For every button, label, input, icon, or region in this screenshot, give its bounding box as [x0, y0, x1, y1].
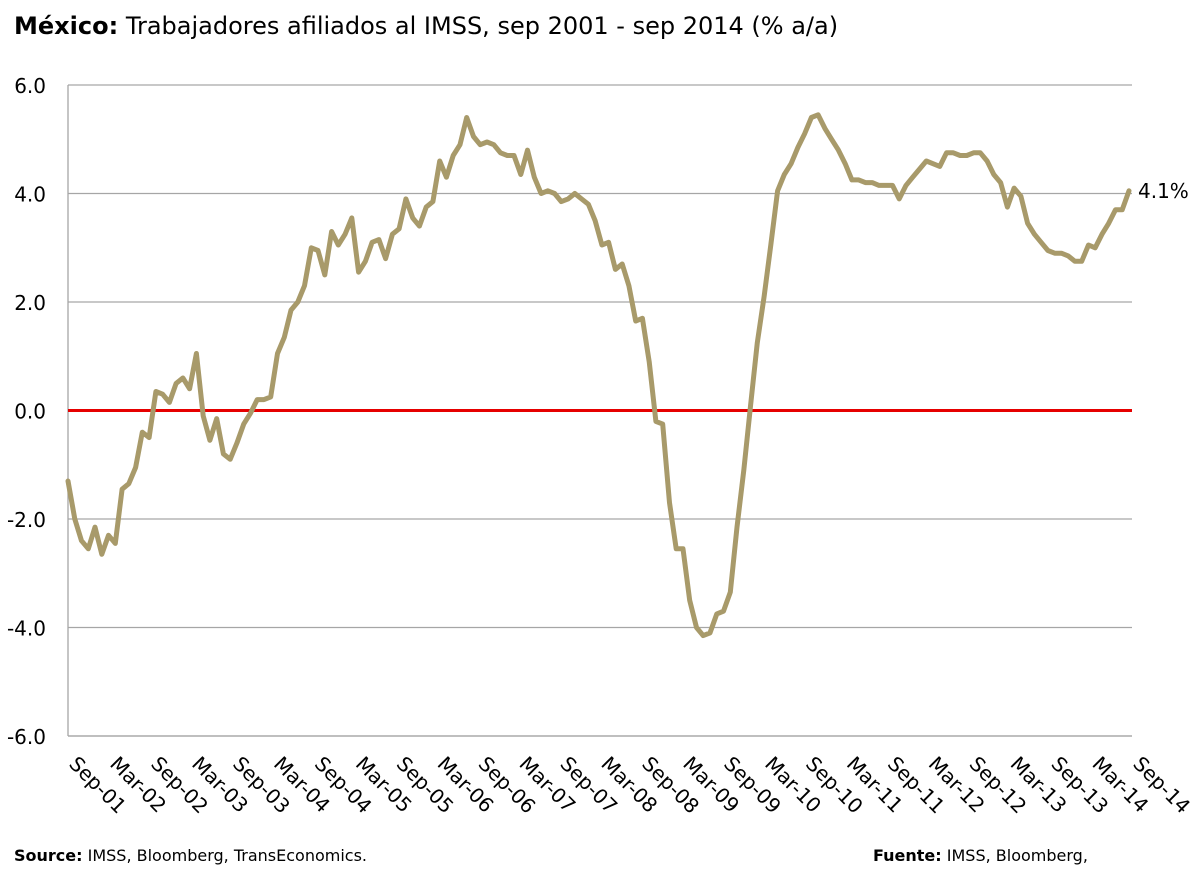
y-tick-label: -6.0	[7, 725, 46, 749]
source-label: Source:	[14, 846, 83, 865]
y-tick-label: -4.0	[7, 617, 46, 641]
source-text: IMSS, Bloomberg, TransEconomics.	[87, 846, 367, 865]
y-tick-label: 6.0	[14, 74, 46, 98]
chart-title-bold: México:	[14, 12, 119, 40]
series-layer: 4.1%	[65, 112, 1189, 639]
series-line	[65, 112, 1132, 639]
end-value-label: 4.1%	[1138, 179, 1189, 203]
x-axis-ticks: Sep-01Mar-02Sep-02Mar-03Sep-03Mar-04Sep-…	[64, 752, 1195, 819]
chart-title: México: Trabajadores afiliados al IMSS, …	[14, 12, 838, 40]
y-tick-label: 4.0	[14, 183, 46, 207]
fuente-note: Fuente: IMSS, Bloomberg,	[873, 846, 1088, 865]
y-tick-label: -2.0	[7, 508, 46, 532]
y-axis-ticks: 6.0 4.0 2.0 0.0 -2.0 -4.0 -6.0	[7, 74, 46, 749]
fuente-label: Fuente:	[873, 846, 942, 865]
y-tick-label: 0.0	[14, 400, 46, 424]
fuente-text: IMSS, Bloomberg,	[946, 846, 1088, 865]
chart-title-text: Trabajadores afiliados al IMSS, sep 2001…	[125, 12, 839, 40]
y-tick-label: 2.0	[14, 291, 46, 315]
gridlines	[67, 84, 1132, 737]
source-note: Source: IMSS, Bloomberg, TransEconomics.	[14, 846, 367, 865]
